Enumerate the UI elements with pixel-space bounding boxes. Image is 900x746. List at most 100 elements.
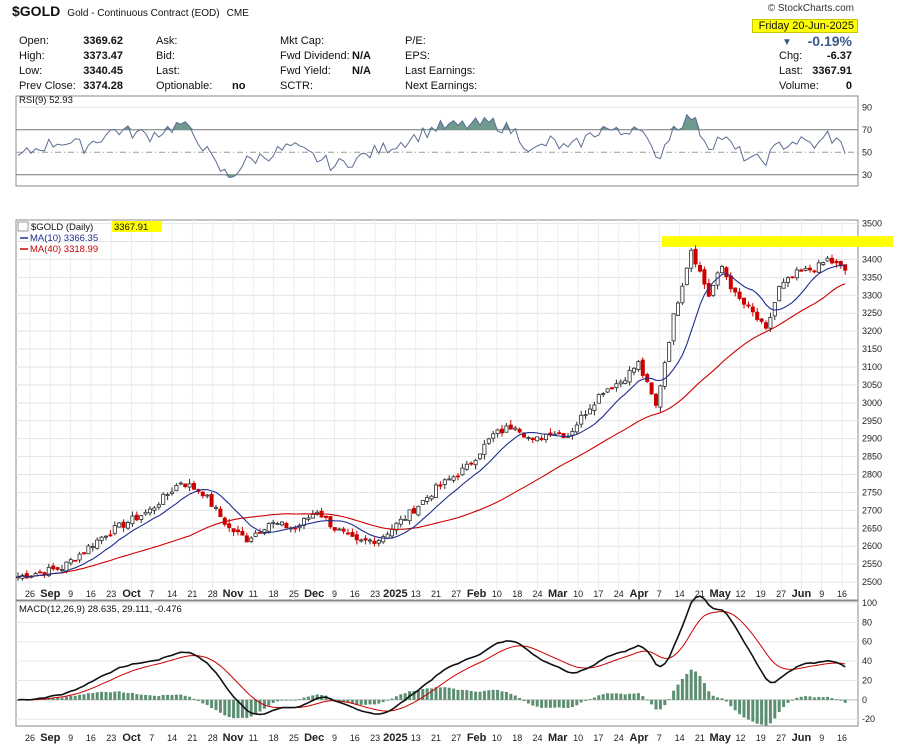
date-tick-label: 9 xyxy=(332,589,337,599)
low-label: Low: xyxy=(19,65,43,77)
candle-body xyxy=(284,523,289,529)
macd-histogram-bar xyxy=(738,699,742,715)
macd-histogram-bar xyxy=(148,695,152,700)
candle-body xyxy=(46,567,51,577)
macd-histogram-bar xyxy=(355,699,359,705)
date-tick-label: 21 xyxy=(695,589,705,599)
candle-body xyxy=(420,500,425,505)
macd-histogram-bar xyxy=(196,699,200,701)
macd-histogram-bar xyxy=(773,699,777,719)
macd-histogram-bar xyxy=(821,697,825,700)
date-tick-label: Dec xyxy=(304,588,324,600)
candle-body xyxy=(671,313,676,342)
macd-histogram-bar xyxy=(452,688,456,700)
candle-body xyxy=(803,267,808,271)
candle-body xyxy=(843,264,848,271)
date-tick-label: 7 xyxy=(149,589,154,599)
macd-histogram-bar xyxy=(188,696,192,700)
macd-histogram-bar xyxy=(201,699,205,704)
macd-signal-line xyxy=(18,610,846,712)
price-gridlines: 2500 2550 2600 2650 2700 2750 2800 2850 2900 2950… xyxy=(16,219,882,600)
macd-histogram-bar xyxy=(337,699,341,701)
candle-body xyxy=(720,265,725,274)
rsi-title: RSI(9) 52.93 xyxy=(19,95,73,106)
macd-histogram-bar xyxy=(192,698,196,700)
date-tick-label: Sep xyxy=(40,732,60,744)
fwd-dividend-label: Fwd Dividend: xyxy=(280,50,350,62)
macd-histogram-bar xyxy=(403,693,407,700)
macd-histogram-bar xyxy=(108,692,112,700)
macd-histogram-bar xyxy=(782,699,786,707)
date-tick-label: 16 xyxy=(86,589,96,599)
date-tick-label: 14 xyxy=(675,589,685,599)
candle-body xyxy=(477,453,482,460)
candle-body xyxy=(86,545,91,555)
fwd-yield-label: Fwd Yield: xyxy=(280,65,331,77)
macd-histogram-bar xyxy=(584,699,588,701)
candle-body xyxy=(759,318,764,322)
last-label: Last: xyxy=(156,65,180,77)
macd-histogram-bar xyxy=(302,697,306,700)
date-tick-label: 9 xyxy=(819,589,824,599)
macd-histogram-bar xyxy=(812,697,816,700)
macd-histogram-bar xyxy=(126,693,130,700)
date-tick-label: 18 xyxy=(269,733,279,743)
candle-body xyxy=(244,535,249,543)
date-tick-label: 21 xyxy=(431,589,441,599)
sctr-label: SCTR: xyxy=(280,80,313,92)
candle-body xyxy=(174,485,179,492)
date-tick-label: 24 xyxy=(614,589,624,599)
date-tick-label: 14 xyxy=(675,733,685,743)
date-tick-label: 23 xyxy=(106,733,116,743)
macd-histogram-bar xyxy=(469,690,473,700)
chart-type-icon xyxy=(17,221,29,232)
candle-body xyxy=(363,538,368,541)
candle-body xyxy=(816,262,821,273)
candle-body xyxy=(596,394,601,404)
candle-body xyxy=(755,311,760,320)
candle-body xyxy=(425,497,430,502)
candle-body xyxy=(376,540,381,544)
mkt-cap-label: Mkt Cap: xyxy=(280,35,325,47)
candle-body xyxy=(416,505,421,516)
macd-histogram-bar xyxy=(298,699,302,700)
macd-histogram-bar xyxy=(641,696,645,700)
price-tick-label: 3350 xyxy=(862,272,882,282)
macd-histogram-bar xyxy=(152,695,156,700)
macd-histogram-bar xyxy=(100,691,104,700)
macd-histogram-bar xyxy=(232,699,236,719)
candle-body xyxy=(561,433,566,439)
macd-histogram-bar xyxy=(724,699,728,702)
date-tick-label: 7 xyxy=(149,733,154,743)
candle-body xyxy=(42,572,47,576)
date-tick-label: 19 xyxy=(756,589,766,599)
rsi-tick-label: 70 xyxy=(862,125,872,135)
date-tick-label: Apr xyxy=(630,588,650,600)
candle-body xyxy=(667,342,672,362)
date-tick-label: Apr xyxy=(630,732,650,744)
candle-body xyxy=(526,437,531,439)
candle-body xyxy=(530,437,535,441)
candle-body xyxy=(592,404,597,411)
high-value: 3373.47 xyxy=(83,50,123,62)
ma10-line xyxy=(17,264,846,578)
candle-body xyxy=(354,534,359,541)
macd-histogram-bar xyxy=(78,694,82,700)
candle-body xyxy=(460,467,465,476)
prev-close-value: 3374.28 xyxy=(83,80,123,92)
candle-body xyxy=(786,277,791,283)
macd-histogram-bar xyxy=(443,687,447,700)
candle-body xyxy=(508,424,513,430)
date-tick-label: 2025 xyxy=(383,732,407,744)
macd-histogram-bar xyxy=(570,699,574,708)
last-price-badge xyxy=(112,221,162,232)
macd-histogram-bar xyxy=(751,699,755,722)
candle-body xyxy=(733,287,738,293)
candle-body xyxy=(99,536,104,541)
macd-histogram-bar xyxy=(817,696,821,700)
macd-histogram-bar xyxy=(342,699,346,702)
candle-body xyxy=(746,304,751,307)
macd-histogram-bar xyxy=(804,696,808,700)
candle-body xyxy=(623,380,628,384)
rsi-panel-frame xyxy=(15,95,859,187)
